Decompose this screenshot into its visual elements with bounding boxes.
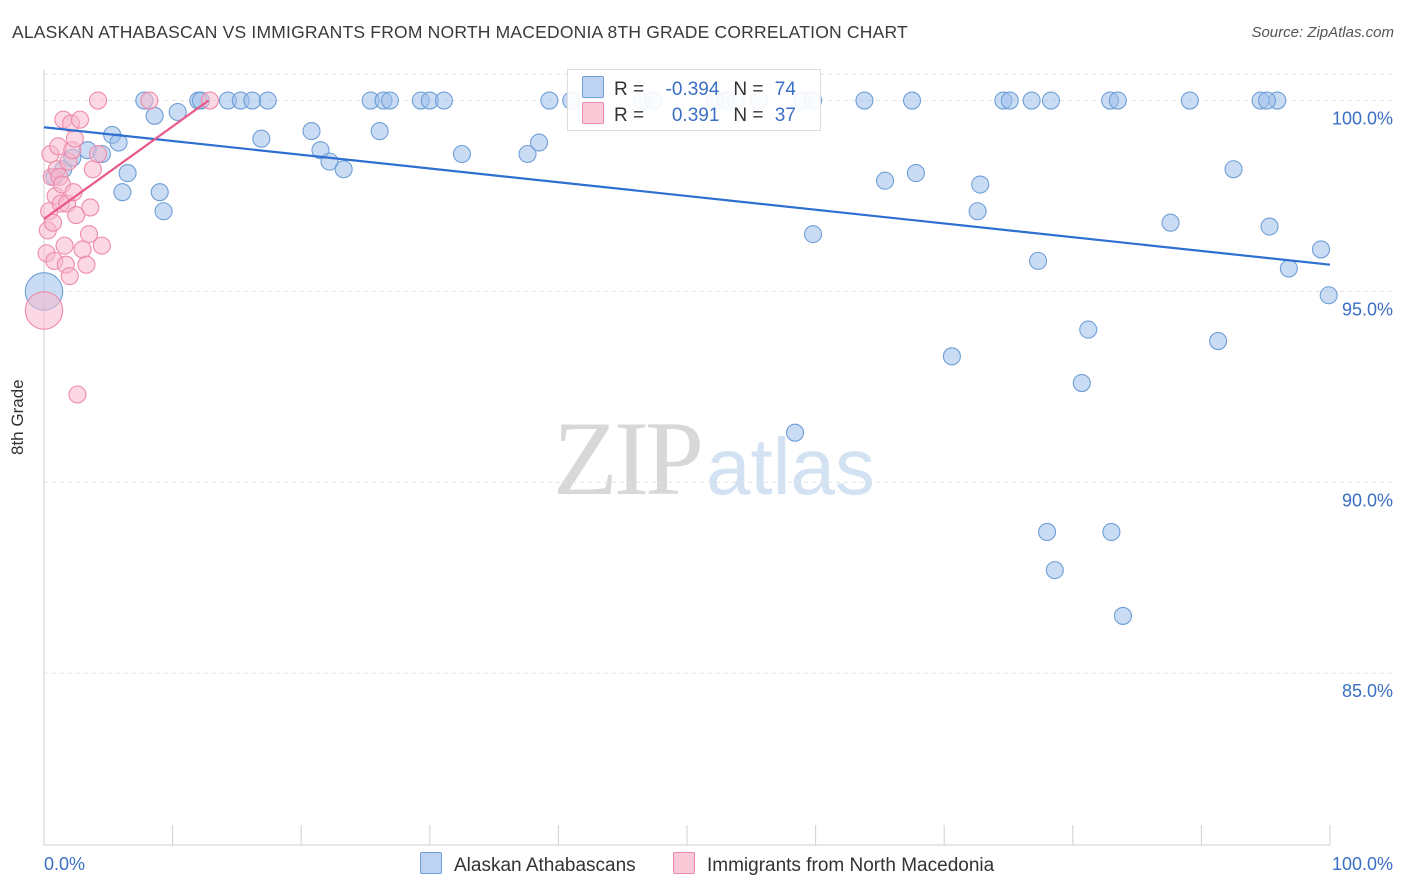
data-point-blue — [902, 91, 922, 110]
data-point-blue — [380, 91, 399, 110]
data-point-blue — [109, 133, 128, 152]
legend-item-alaskan-athabascans: Alaskan Athabascans — [420, 852, 636, 877]
data-point-blue — [334, 160, 353, 179]
data-point-blue — [855, 91, 874, 110]
data-point-blue — [1072, 374, 1091, 393]
series-legend: Alaskan Athabascans Immigrants from Nort… — [420, 852, 1026, 877]
y-axis-title: 8th Grade — [8, 379, 27, 455]
data-point-blue — [1319, 286, 1338, 305]
legend-r-value: -0.394 — [665, 79, 720, 100]
trend-line-pink — [43, 99, 210, 220]
data-point-blue — [1311, 240, 1331, 259]
legend-r-label: R = — [614, 79, 645, 100]
source-label: Source: ZipAtlas.com — [1251, 24, 1394, 41]
data-point-blue — [113, 183, 132, 202]
legend-label: Alaskan Athabascans — [454, 855, 636, 876]
data-point-blue — [1102, 522, 1121, 541]
data-point-blue — [168, 102, 187, 122]
data-point-blue — [252, 129, 271, 148]
data-point-blue — [968, 202, 987, 221]
data-point-blue — [1113, 606, 1133, 625]
data-point-pink — [43, 213, 63, 232]
y-tick-label: 100.0% — [1332, 109, 1393, 129]
legend-r-label: R = — [614, 105, 645, 126]
data-point-blue — [1209, 332, 1228, 351]
data-point-blue — [1000, 91, 1019, 110]
data-point-pink — [83, 160, 102, 179]
data-point-blue — [803, 225, 823, 244]
data-point-blue — [1161, 213, 1180, 232]
data-point-pink — [55, 236, 74, 255]
legend-n-value: 74 — [774, 79, 796, 100]
legend-swatch-blue — [420, 852, 442, 874]
data-point-blue — [1079, 320, 1098, 339]
y-tick-label: 85.0% — [1342, 681, 1393, 701]
data-point-blue — [942, 347, 961, 366]
legend-n-label: N = — [733, 79, 764, 100]
legend-item-north-macedonia: Immigrants from North Macedonia — [672, 852, 995, 877]
data-point-blue — [906, 164, 925, 183]
data-point-pink — [200, 91, 219, 110]
data-point-blue — [1041, 91, 1060, 110]
data-point-blue — [1108, 91, 1127, 110]
legend-r-value: 0.391 — [671, 105, 720, 126]
legend-n-label: N = — [733, 105, 764, 126]
data-point-blue — [370, 122, 389, 141]
data-point-blue — [118, 164, 137, 183]
data-point-pink — [77, 255, 96, 274]
data-point-blue — [1029, 251, 1048, 270]
data-point-pink — [24, 291, 64, 330]
data-point-blue — [1260, 217, 1279, 236]
data-point-pink — [68, 385, 87, 404]
stats-legend: R = -0.394 N = 74 R = 0.391 N = 37 — [567, 69, 821, 131]
legend-swatch-pink — [672, 852, 695, 874]
data-point-pink — [81, 198, 100, 217]
legend-swatch-blue — [582, 76, 604, 98]
data-point-blue — [452, 144, 472, 164]
data-point-blue — [243, 91, 262, 110]
data-point-pink — [60, 267, 79, 286]
data-point-blue — [154, 202, 173, 221]
data-point-blue — [150, 183, 169, 202]
y-tick-label: 95.0% — [1342, 299, 1393, 319]
data-point-blue — [302, 122, 321, 141]
legend-label: Immigrants from North Macedonia — [706, 855, 995, 876]
data-point-pink — [92, 236, 111, 255]
chart-title: ALASKAN ATHABASCAN VS IMMIGRANTS FROM NO… — [12, 22, 908, 42]
data-point-pink — [88, 144, 108, 164]
data-point-blue — [1180, 91, 1199, 110]
data-point-blue — [530, 133, 549, 152]
data-point-blue — [875, 171, 895, 190]
x-tick-label: 0.0% — [44, 854, 85, 874]
data-point-blue — [434, 91, 453, 110]
data-point-blue — [258, 91, 277, 110]
data-point-pink — [73, 240, 92, 259]
data-point-pink — [67, 206, 86, 225]
data-point-pink — [65, 129, 84, 148]
legend-n-value: 37 — [774, 105, 796, 126]
data-point-blue — [1022, 91, 1041, 110]
data-point-blue — [1257, 91, 1277, 110]
data-point-blue — [1279, 259, 1298, 278]
y-tick-label: 90.0% — [1342, 490, 1393, 510]
trend-line-blue — [43, 126, 1331, 266]
data-point-pink — [140, 91, 159, 110]
legend-row-blue: R = -0.394 N = 74 — [582, 76, 810, 100]
data-point-pink — [70, 110, 90, 129]
legend-row-pink: R = 0.391 N = 37 — [582, 102, 810, 126]
data-point-blue — [1038, 522, 1057, 541]
x-tick-label: 100.0% — [1332, 854, 1393, 874]
data-point-blue — [1045, 561, 1064, 580]
data-point-pink — [79, 225, 99, 244]
data-point-blue — [145, 106, 164, 125]
data-point-blue — [540, 91, 559, 110]
data-point-blue — [518, 144, 537, 164]
data-point-blue — [785, 423, 805, 442]
data-point-blue — [971, 175, 990, 194]
legend-swatch-pink — [582, 102, 604, 124]
data-point-blue — [1224, 160, 1243, 179]
data-point-pink — [88, 91, 108, 110]
